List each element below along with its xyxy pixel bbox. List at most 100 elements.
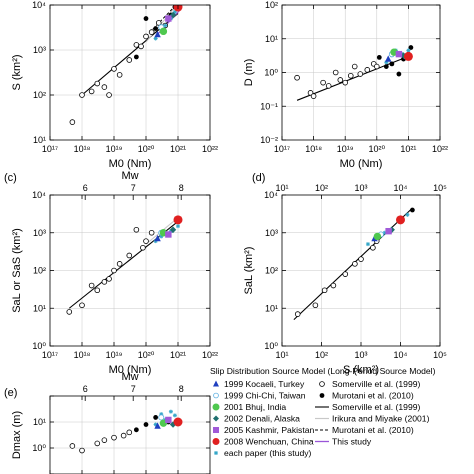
tick-label-x: 10¹⁹ bbox=[106, 144, 123, 154]
point-somerville bbox=[116, 72, 123, 78]
point-murotani bbox=[143, 422, 149, 427]
point-somerville bbox=[88, 282, 95, 289]
line-somerville bbox=[68, 220, 179, 309]
tick-label-x: 10²² bbox=[202, 350, 218, 360]
legend-label-4: 2005 Kashmir, Pakistan bbox=[224, 425, 315, 435]
panel-label-e: (e) bbox=[4, 387, 17, 399]
point-each-paper bbox=[406, 48, 411, 53]
point-somerville bbox=[143, 33, 149, 40]
point-murotani bbox=[376, 55, 382, 60]
point-murotani bbox=[409, 207, 415, 213]
point-somerville bbox=[330, 282, 337, 289]
point-each-paper bbox=[172, 413, 177, 418]
point-kashmir bbox=[385, 227, 392, 235]
tick-label-x: 10¹⁸ bbox=[305, 144, 322, 154]
panel-c: 10¹⁷ 10¹⁸ 10¹⁹ 10²⁰ 10²¹ 10²² 10⁰ 10¹ 10² 10³ 10⁴ 6… bbox=[11, 170, 218, 376]
point-somerville bbox=[79, 447, 85, 454]
point-somerville bbox=[148, 229, 155, 236]
tick-label-x: 10¹⁷ bbox=[42, 350, 58, 360]
point-kocaeli bbox=[154, 30, 161, 38]
panel-a: 10¹⁷ 10¹⁸ 10¹⁹ 10²⁰ 10²¹ 10²² 10¹ 10² 10³ 10⁴ M0 (… bbox=[11, 0, 218, 170]
tick-label-y: 10⁰ bbox=[32, 443, 46, 453]
legend-label-r1: Murotani et al. (2010) bbox=[332, 391, 414, 401]
point-somerville bbox=[320, 79, 326, 86]
point-somerville bbox=[294, 74, 300, 81]
point-murotani bbox=[133, 54, 139, 60]
point-somerville bbox=[373, 63, 380, 70]
point-each-paper-d2 bbox=[406, 48, 411, 53]
tick-label-y: 10¹ bbox=[33, 303, 46, 313]
point-somerville bbox=[321, 287, 328, 294]
tick-label-x: 10¹⁹ bbox=[106, 350, 123, 360]
legend-marker-r0 bbox=[319, 381, 325, 387]
point-somerville bbox=[294, 311, 301, 317]
point-murotani bbox=[153, 26, 159, 31]
y-axis-label: SaL (km²) bbox=[243, 247, 255, 295]
legend-label-r4: Murotani et al. (2010) bbox=[332, 425, 414, 435]
point-somerville bbox=[140, 244, 146, 251]
point-somerville bbox=[101, 437, 108, 443]
legend-label-r5: This study bbox=[332, 437, 372, 447]
line-murotani bbox=[145, 5, 177, 37]
x-axis-label: M0 (Nm) bbox=[109, 364, 152, 376]
tick-label-y: 10⁻¹ bbox=[260, 101, 278, 111]
tick-label-top: 10¹ bbox=[275, 183, 288, 193]
tick-label-x: 10¹⁸ bbox=[74, 144, 91, 154]
tick-label-x: 10³ bbox=[354, 350, 367, 360]
point-somerville bbox=[342, 79, 349, 86]
tick-label-y: 10⁴ bbox=[264, 190, 278, 200]
point-each-paper bbox=[365, 242, 370, 247]
point-somerville bbox=[69, 443, 76, 449]
point-somerville bbox=[148, 29, 155, 35]
point-kashmir bbox=[165, 231, 172, 238]
tick-label-y: 10⁴ bbox=[32, 190, 46, 200]
point-somerville bbox=[94, 440, 101, 447]
point-each-paper-d2 bbox=[405, 212, 410, 217]
point-somerville bbox=[116, 261, 123, 267]
legend-marker-6-d2 bbox=[214, 451, 218, 455]
point-murotani bbox=[143, 16, 149, 21]
x-axis-label: M0 (Nm) bbox=[340, 158, 383, 170]
tick-label-mw: 8 bbox=[179, 384, 184, 394]
legend-label-0: 1999 Kocaeli, Turkey bbox=[224, 379, 305, 389]
tick-label-x: 10²⁰ bbox=[368, 144, 385, 154]
panel-label-c: (c) bbox=[4, 172, 17, 184]
point-somerville bbox=[352, 261, 358, 267]
tick-label-x: 10²² bbox=[202, 144, 218, 154]
point-wenchuan bbox=[173, 417, 183, 427]
point-somerville bbox=[332, 69, 339, 76]
legend-label-5: 2008 Wenchuan, China bbox=[224, 437, 314, 447]
tick-label-y: 10² bbox=[33, 90, 46, 100]
point-somerville bbox=[106, 92, 112, 98]
tick-label-y: 10³ bbox=[33, 45, 46, 55]
tick-label-mw: 7 bbox=[131, 183, 136, 193]
panel-e: 10⁰ 10¹ 6 7 8 Mw Dmax (m) bbox=[11, 371, 211, 474]
tick-label-x: 10²⁰ bbox=[138, 144, 155, 154]
legend-marker-0 bbox=[213, 380, 219, 387]
point-each-paper bbox=[163, 23, 168, 28]
point-somerville bbox=[126, 57, 133, 63]
tick-label-x: 10²¹ bbox=[170, 350, 186, 360]
tick-label-x: 10²² bbox=[432, 144, 448, 154]
point-somerville bbox=[312, 302, 319, 309]
tick-label-x: 10¹⁹ bbox=[337, 144, 354, 154]
plot-area bbox=[50, 396, 210, 474]
axes-frame bbox=[49, 395, 211, 474]
point-somerville bbox=[69, 119, 76, 125]
point-each-paper-d2 bbox=[366, 242, 370, 246]
point-somerville bbox=[357, 71, 364, 77]
y-axis-label: Dmax (m) bbox=[11, 411, 23, 459]
y-axis-label: S (km²) bbox=[11, 54, 23, 90]
point-kashmir bbox=[165, 15, 172, 22]
point-somerville bbox=[111, 434, 117, 441]
tick-label-mw: 7 bbox=[131, 384, 136, 394]
tick-label-top: 10² bbox=[315, 183, 328, 193]
top-axis-label: Mw bbox=[121, 170, 138, 182]
legend-marker-r1 bbox=[319, 393, 325, 398]
point-kocaeli bbox=[154, 234, 161, 242]
point-murotani bbox=[408, 45, 414, 50]
point-each-paper-d2 bbox=[169, 409, 173, 414]
legend-marker-5 bbox=[212, 438, 220, 445]
point-chichi bbox=[158, 414, 165, 421]
